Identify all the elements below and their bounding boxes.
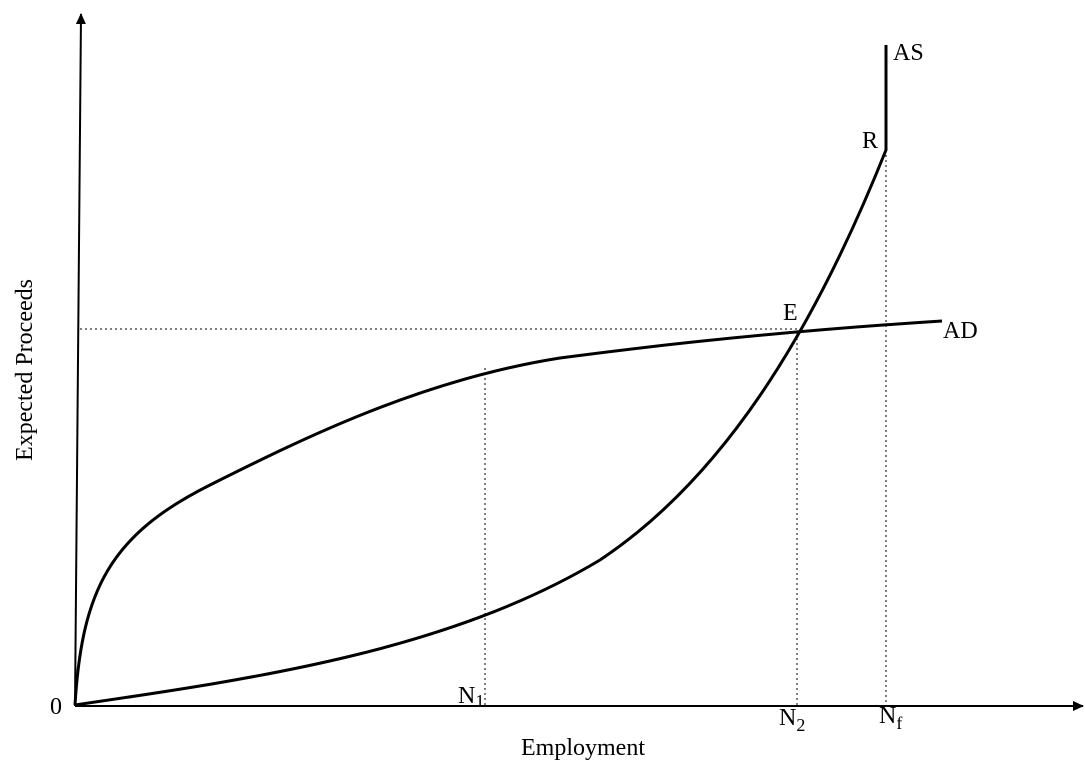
as-curve — [74, 45, 888, 707]
y-axis — [74, 13, 86, 707]
marker-text: N — [458, 683, 475, 709]
curve-label: AS — [893, 40, 924, 66]
point-label: E — [783, 300, 798, 326]
ad-curve — [73, 319, 943, 706]
marker-sub: f — [896, 713, 902, 733]
marker-text: N — [879, 703, 896, 729]
point-label: R — [862, 128, 878, 154]
x-marker: N2 — [779, 705, 805, 735]
x-marker: Nf — [879, 703, 902, 733]
marker-sub: 1 — [475, 691, 484, 711]
x-marker: N1 — [458, 683, 484, 711]
marker-sub: 2 — [796, 715, 805, 735]
marker-text: N — [779, 705, 796, 731]
curve-label: AD — [943, 318, 978, 344]
x-axis-label: Employment — [521, 735, 645, 761]
origin-label: 0 — [50, 694, 62, 720]
y-axis-label: Expected Proceeds — [12, 279, 38, 461]
